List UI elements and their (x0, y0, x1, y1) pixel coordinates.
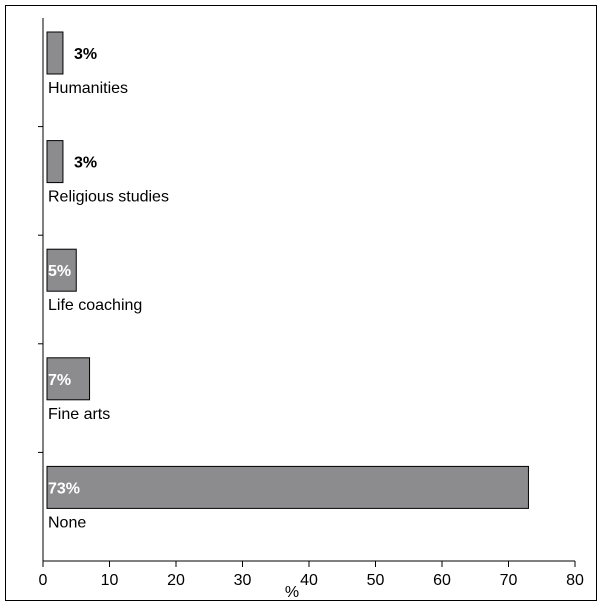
x-axis-title: % (285, 584, 299, 601)
x-tick-label: 50 (367, 572, 385, 589)
chart-frame: 0 10 20 30 40 50 60 70 80 3% Humanities 3% Religiou… (5, 5, 597, 601)
category-label: Fine arts (48, 406, 110, 423)
x-tick-label: 40 (300, 572, 318, 589)
x-tick-label: 0 (39, 572, 48, 589)
value-label: 7% (48, 372, 71, 389)
category-label: None (48, 514, 86, 531)
bar (46, 357, 91, 401)
x-tick-label: 10 (101, 572, 119, 589)
bar (46, 465, 529, 509)
category-label: Religious studies (48, 189, 169, 206)
x-tick-label: 80 (566, 572, 584, 589)
value-label: 73% (48, 480, 80, 497)
value-label: 3% (74, 46, 97, 63)
bar (46, 140, 64, 184)
bars (46, 31, 529, 509)
labels: 3% Humanities 3% Religious studies 5% Life co… (48, 46, 169, 531)
bar (46, 248, 77, 292)
bar-chart: 0 10 20 30 40 50 60 70 80 3% Humanities 3% Religiou… (38, 18, 584, 601)
bar (46, 31, 64, 75)
x-tick-label: 60 (433, 572, 451, 589)
x-tick-label: 20 (167, 572, 185, 589)
value-label: 3% (74, 155, 97, 172)
value-label: 5% (48, 263, 71, 280)
category-label: Humanities (48, 80, 128, 97)
x-tick-label: 70 (500, 572, 518, 589)
category-label: Life coaching (48, 297, 142, 314)
x-tick-label: 30 (234, 572, 252, 589)
axes: 0 10 20 30 40 50 60 70 80 (38, 18, 584, 589)
